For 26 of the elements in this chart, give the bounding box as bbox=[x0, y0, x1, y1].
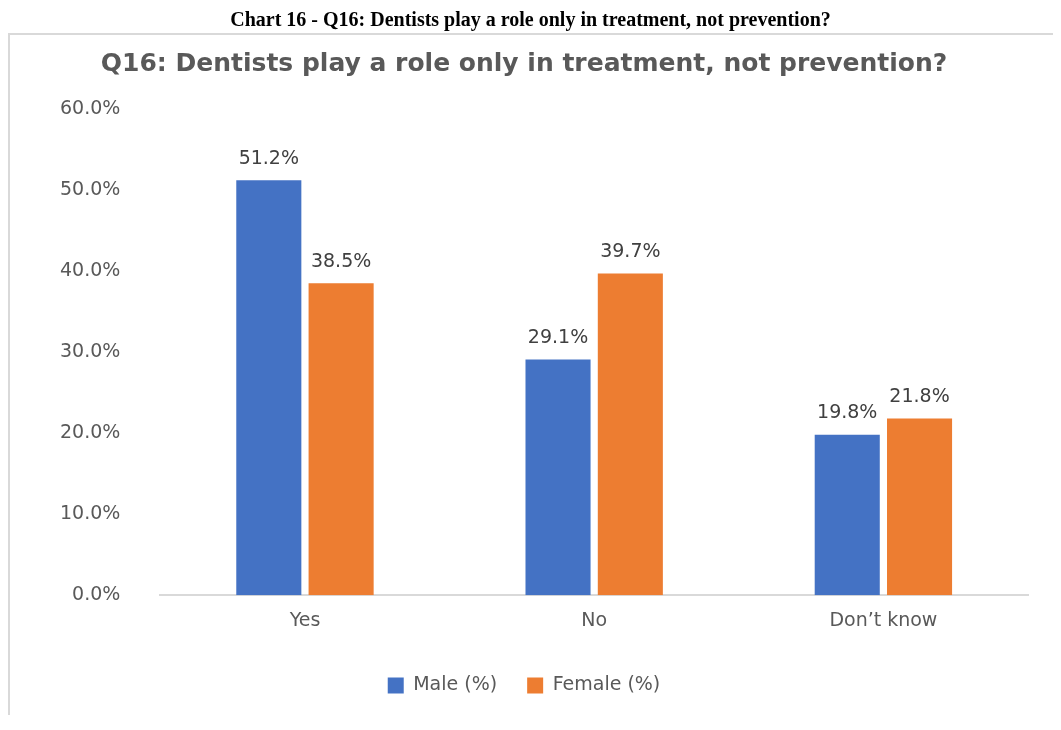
x-tick-label: Don’t know bbox=[829, 607, 938, 630]
y-tick-label: 30.0% bbox=[60, 339, 121, 362]
data-label: 38.5% bbox=[310, 248, 372, 271]
y-tick-label: 20.0% bbox=[60, 420, 121, 443]
legend-label: Female (%) bbox=[552, 672, 661, 695]
caption: Chart 16 - Q16: Dentists play a role only in treatment, not prevention? bbox=[8, 8, 1053, 35]
data-label: 51.2% bbox=[238, 145, 299, 168]
data-label: 29.1% bbox=[527, 324, 589, 347]
y-tick-label: 10.0% bbox=[60, 501, 121, 524]
bar bbox=[236, 180, 302, 596]
chart-title: Q16: Dentists play a role only in treatment, not prevention? bbox=[100, 47, 948, 77]
data-label: 19.8% bbox=[817, 400, 878, 423]
bar bbox=[887, 418, 953, 596]
y-tick-label: 50.0% bbox=[60, 176, 121, 199]
x-tick-label: Yes bbox=[288, 607, 321, 630]
bar bbox=[814, 434, 880, 596]
bar bbox=[308, 283, 374, 596]
y-tick-label: 60.0% bbox=[60, 95, 121, 118]
data-label: 39.7% bbox=[600, 238, 661, 261]
bar bbox=[525, 359, 591, 596]
y-tick-label: 0.0% bbox=[72, 582, 121, 605]
x-tick-label: No bbox=[581, 607, 608, 630]
legend-label: Male (%) bbox=[413, 672, 498, 695]
bar bbox=[597, 273, 663, 596]
data-label: 21.8% bbox=[889, 383, 950, 406]
y-tick-label: 40.0% bbox=[60, 258, 121, 280]
